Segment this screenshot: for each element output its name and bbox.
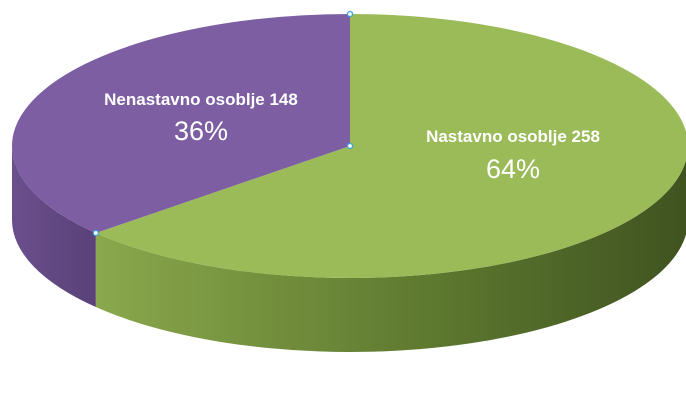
data-label-nenastavno-osoblje: Nenastavno osoblje 148 <box>104 90 298 109</box>
slice-side-nastavno-osoblje <box>95 160 686 352</box>
slice-nenastavno-osoblje[interactable] <box>12 14 351 233</box>
selection-handle-top[interactable] <box>346 10 354 18</box>
data-label-percent-nastavno-osoblje: 64% <box>486 154 540 184</box>
slice-side-nenastavno-osoblje <box>12 146 96 307</box>
data-label-percent-nenastavno-osoblje: 36% <box>174 116 228 146</box>
selection-handle-left[interactable] <box>92 229 99 237</box>
selection-handle-center[interactable] <box>346 142 354 150</box>
slice-nastavno-osoblje[interactable] <box>95 14 686 278</box>
data-label-nastavno-osoblje: Nastavno osoblje 258 <box>426 127 600 146</box>
